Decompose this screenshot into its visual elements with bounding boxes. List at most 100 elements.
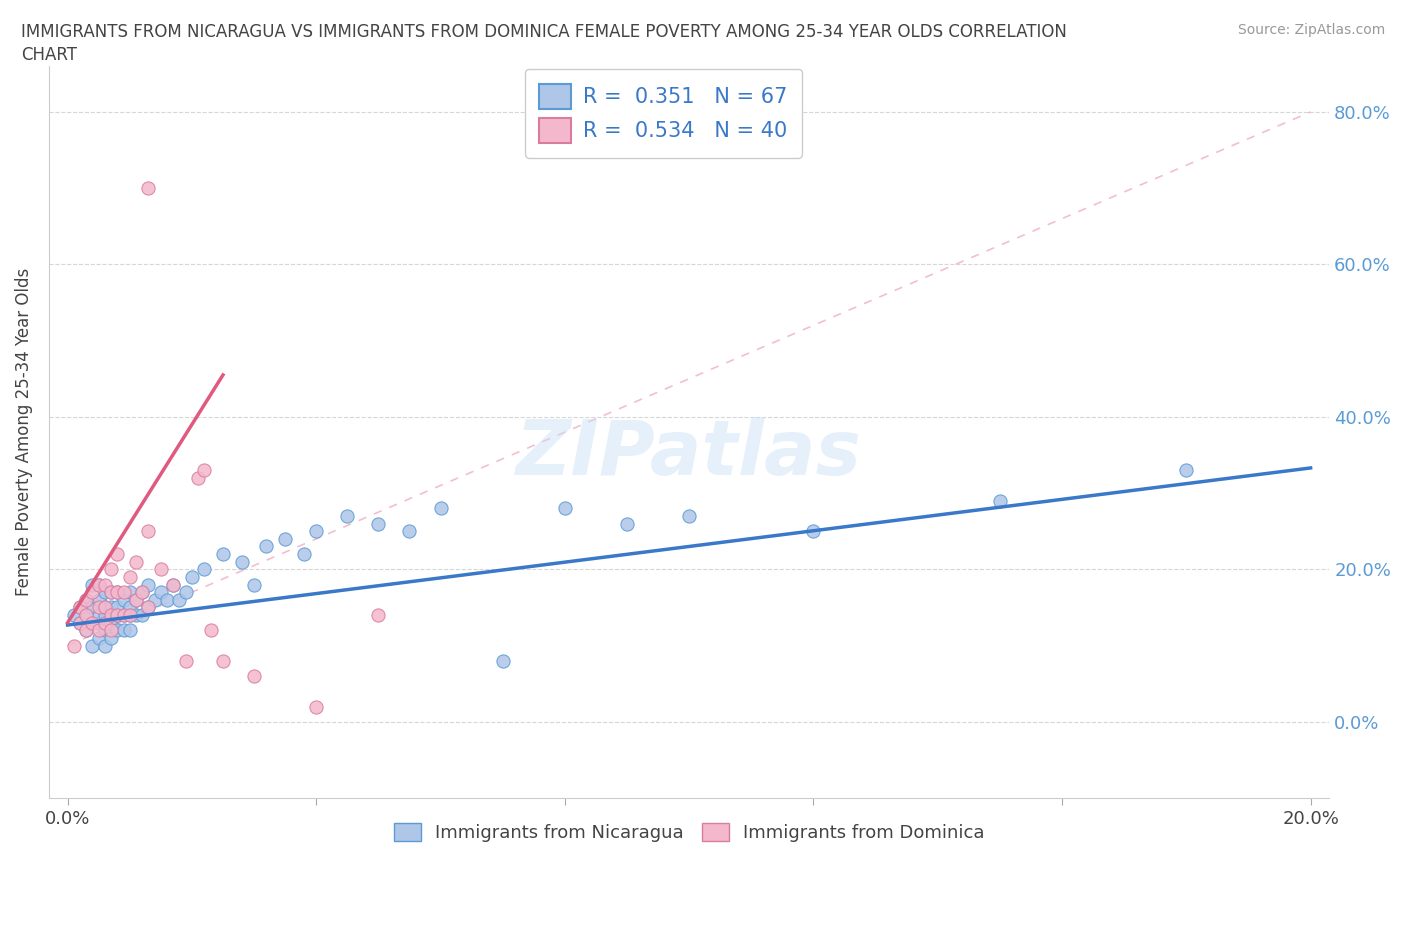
Point xyxy=(87,623,110,638)
Point xyxy=(112,623,135,638)
Text: Source: ZipAtlas.com: Source: ZipAtlas.com xyxy=(1237,23,1385,37)
Point xyxy=(256,539,278,554)
Point xyxy=(138,524,160,538)
Point xyxy=(243,669,266,684)
Point xyxy=(69,600,91,615)
Point xyxy=(274,531,297,546)
Point xyxy=(131,585,153,600)
Text: ZIPatlas: ZIPatlas xyxy=(516,417,862,491)
Point xyxy=(125,592,148,607)
Point xyxy=(105,585,128,600)
Point xyxy=(69,616,91,631)
Point xyxy=(75,607,97,622)
Point xyxy=(193,463,215,478)
Point xyxy=(75,592,97,607)
Point xyxy=(149,562,172,577)
Point xyxy=(82,616,104,631)
Point xyxy=(678,509,700,524)
Point xyxy=(94,623,117,638)
Point xyxy=(112,592,135,607)
Point xyxy=(87,607,110,622)
Point xyxy=(75,623,97,638)
Point xyxy=(118,585,141,600)
Point xyxy=(118,569,141,584)
Point xyxy=(212,547,235,562)
Point xyxy=(63,607,86,622)
Point xyxy=(118,600,141,615)
Point xyxy=(105,547,128,562)
Point xyxy=(988,493,1011,508)
Point xyxy=(100,607,122,622)
Point xyxy=(94,578,117,592)
Point xyxy=(156,592,179,607)
Point xyxy=(82,638,104,653)
Point xyxy=(1175,463,1198,478)
Point xyxy=(75,623,97,638)
Point xyxy=(138,600,160,615)
Point xyxy=(200,623,222,638)
Point xyxy=(336,509,359,524)
Point xyxy=(105,607,128,622)
Point xyxy=(82,585,104,600)
Point xyxy=(492,654,515,669)
Point xyxy=(112,585,135,600)
Point xyxy=(105,585,128,600)
Point xyxy=(100,585,122,600)
Point xyxy=(305,699,328,714)
Point xyxy=(94,600,117,615)
Point xyxy=(180,569,202,584)
Point xyxy=(174,654,197,669)
Point xyxy=(212,654,235,669)
Point xyxy=(616,516,638,531)
Point xyxy=(75,592,97,607)
Point xyxy=(82,578,104,592)
Point xyxy=(292,547,315,562)
Point xyxy=(125,554,148,569)
Point xyxy=(118,607,141,622)
Point xyxy=(105,600,128,615)
Legend: Immigrants from Nicaragua, Immigrants from Dominica: Immigrants from Nicaragua, Immigrants fr… xyxy=(384,814,994,851)
Point xyxy=(100,585,122,600)
Point xyxy=(94,607,117,622)
Point xyxy=(87,600,110,615)
Point xyxy=(94,616,117,631)
Point xyxy=(105,607,128,622)
Point xyxy=(367,516,389,531)
Point xyxy=(143,592,166,607)
Point xyxy=(94,585,117,600)
Point xyxy=(305,524,328,538)
Point xyxy=(131,607,153,622)
Point xyxy=(87,592,110,607)
Point xyxy=(112,607,135,622)
Point xyxy=(63,638,86,653)
Text: CHART: CHART xyxy=(21,46,77,64)
Point xyxy=(169,592,191,607)
Point xyxy=(94,600,117,615)
Point xyxy=(100,616,122,631)
Point xyxy=(82,600,104,615)
Point xyxy=(125,592,148,607)
Point xyxy=(149,585,172,600)
Point xyxy=(87,578,110,592)
Point xyxy=(75,607,97,622)
Point xyxy=(100,631,122,645)
Point xyxy=(87,631,110,645)
Point xyxy=(112,607,135,622)
Point xyxy=(69,616,91,631)
Text: IMMIGRANTS FROM NICARAGUA VS IMMIGRANTS FROM DOMINICA FEMALE POVERTY AMONG 25-34: IMMIGRANTS FROM NICARAGUA VS IMMIGRANTS … xyxy=(21,23,1067,41)
Point xyxy=(100,623,122,638)
Point xyxy=(367,607,389,622)
Point xyxy=(554,501,576,516)
Point xyxy=(138,600,160,615)
Point xyxy=(87,616,110,631)
Point xyxy=(94,638,117,653)
Point xyxy=(87,578,110,592)
Point xyxy=(118,607,141,622)
Point xyxy=(162,578,184,592)
Point xyxy=(69,600,91,615)
Point xyxy=(231,554,253,569)
Point xyxy=(118,623,141,638)
Point xyxy=(100,600,122,615)
Point xyxy=(125,607,148,622)
Point xyxy=(803,524,825,538)
